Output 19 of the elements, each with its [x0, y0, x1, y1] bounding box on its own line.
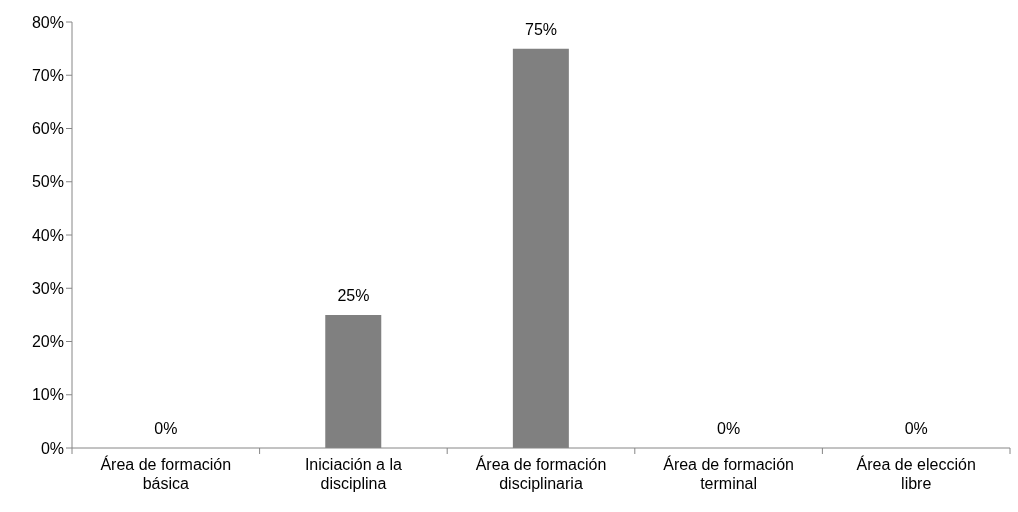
y-tick-label: 60% [31, 120, 64, 138]
y-tick-label: 50% [31, 173, 64, 191]
x-tick-label: Área de formación básica [100, 455, 232, 492]
data-label: 0% [717, 420, 741, 437]
data-label: 25% [337, 286, 370, 304]
x-tick-label: Área de elección libre [856, 455, 976, 492]
y-tick-label: 70% [31, 66, 64, 84]
y-tick-label: 0% [40, 439, 64, 457]
data-label: 0% [904, 420, 928, 437]
data-label: 0% [154, 420, 178, 437]
x-tick-label: Área de formación disciplinaria [475, 455, 607, 492]
data-label: 75% [524, 20, 558, 38]
x-tick-label: Iniciación a la disciplina [304, 456, 402, 492]
y-tick-label: 30% [31, 279, 64, 297]
y-tick-label: 10% [31, 386, 64, 404]
x-tick-label: Área de formación terminal [663, 455, 794, 492]
y-tick-label: 80% [31, 13, 64, 31]
y-tick-label: 20% [31, 333, 64, 351]
y-tick-label: 40% [31, 226, 64, 244]
